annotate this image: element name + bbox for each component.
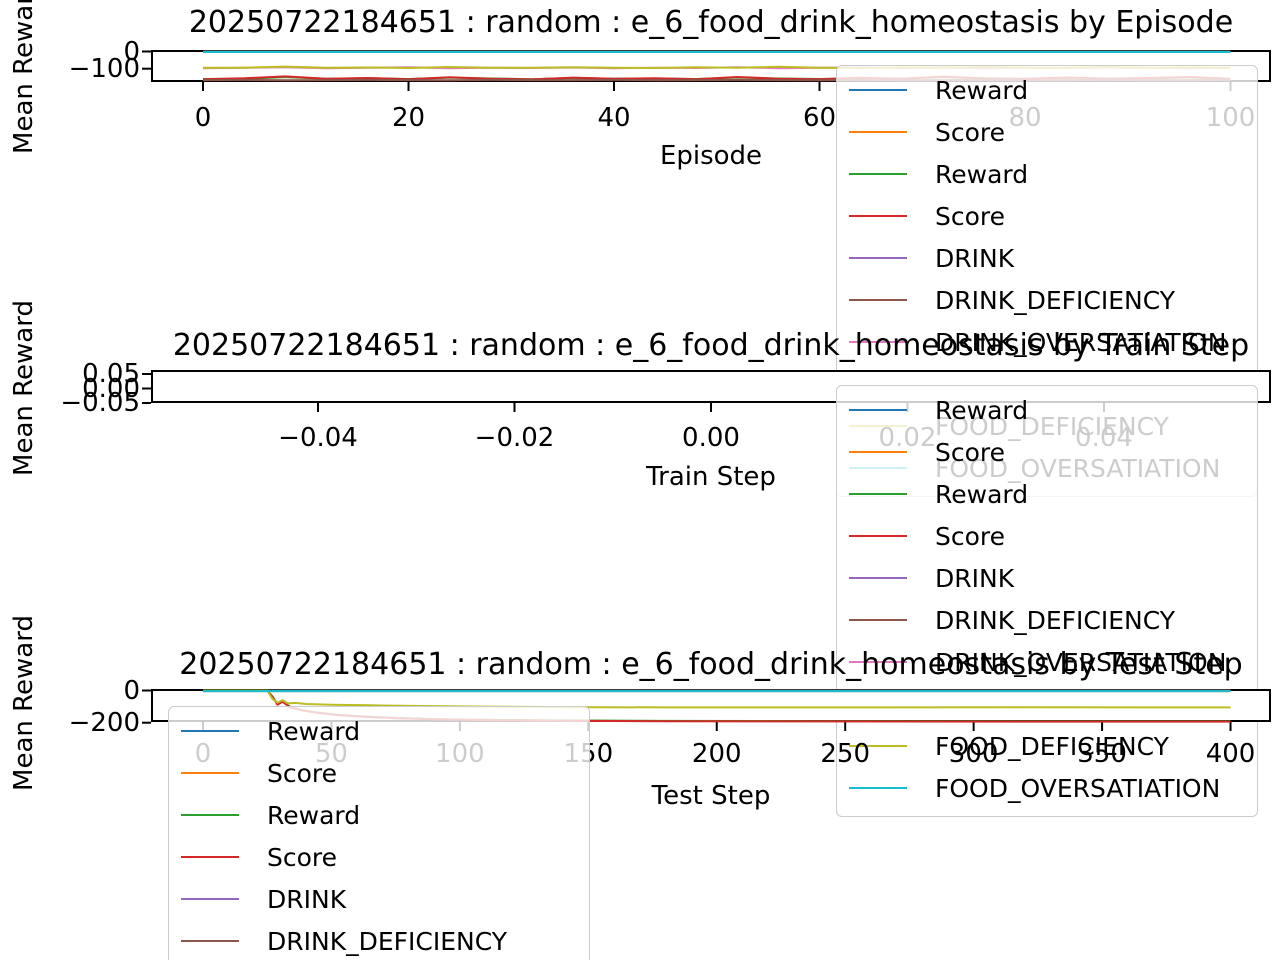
legend-train-step: Reward Score Reward Score DRINK DRINK_DEFICIE… xyxy=(836,385,1258,817)
legend-row-drink-deficiency: DRINK_DEFICIENCY xyxy=(837,599,1257,641)
legend-label: Score xyxy=(267,758,338,788)
x-tick-label: 20 xyxy=(391,103,426,133)
legend-label: DRINK_OVERSATIATION xyxy=(935,647,1227,677)
legend-row-drink-oversatiation: DRINK_OVERSATIATION xyxy=(837,641,1257,683)
legend-line-sample xyxy=(849,89,907,91)
legend-label: DRINK_OVERSATIATION xyxy=(935,327,1227,357)
legend-row-score: Score xyxy=(837,515,1257,557)
legend-line-sample xyxy=(849,257,907,259)
legend-label: Reward xyxy=(935,395,1029,425)
legend-line-sample xyxy=(849,451,907,453)
legend-line-sample xyxy=(849,409,907,411)
legend-row-score: Score xyxy=(837,431,1257,473)
legend-label: Reward xyxy=(267,800,361,830)
legend-row-reward: Reward xyxy=(169,710,589,752)
legend-label: Score xyxy=(935,437,1006,467)
legend-line-sample xyxy=(849,173,907,175)
x-tick-label: 0 xyxy=(194,103,212,133)
legend-label: Reward xyxy=(267,716,361,746)
legend-line-sample xyxy=(849,215,907,217)
y-tick-label: −100 xyxy=(68,53,140,84)
legend-line-sample xyxy=(849,493,907,495)
legend-row-drink-deficiency: DRINK_DEFICIENCY xyxy=(837,279,1257,321)
y-tick-label: 0 xyxy=(123,675,140,706)
legend-label: DRINK_DEFICIENCY xyxy=(935,605,1176,635)
legend-line-sample xyxy=(849,577,907,579)
x-tick-label: −0.04 xyxy=(278,423,358,453)
legend-row-reward: Reward xyxy=(837,69,1257,111)
legend-row-score: Score xyxy=(837,111,1257,153)
legend-test-step: Reward Score Reward Score DRINK DRINK_DEFICIE… xyxy=(168,706,590,960)
legend-row-food-deficiency: FOOD_DEFICIENCY xyxy=(837,725,1257,767)
legend-line-sample xyxy=(849,341,907,343)
legend-row-drink: DRINK xyxy=(837,557,1257,599)
legend-row-drink: DRINK xyxy=(169,878,589,920)
x-axis-label-test-step: Test Step xyxy=(651,781,771,811)
legend-label: FOOD xyxy=(935,689,1008,719)
y-tick-label: 0.00 xyxy=(82,373,140,404)
y-tick-label: 0 xyxy=(123,36,140,67)
legend-line-sample xyxy=(181,856,239,858)
y-axis-label-episode: Mean Reward xyxy=(9,0,39,154)
legend-label: Reward xyxy=(935,75,1029,105)
legend-label: Score xyxy=(267,842,338,872)
legend-label: Score xyxy=(935,201,1006,231)
legend-label: Reward xyxy=(935,159,1029,189)
y-tick-label: −0.05 xyxy=(60,388,140,418)
x-tick-label: 40 xyxy=(597,103,631,133)
plot-title-episode: 20250722184651 : random : e_6_food_drink… xyxy=(188,5,1234,40)
legend-row-drink-oversatiation: DRINK_OVERSATIATION xyxy=(837,321,1257,363)
legend-row-reward: Reward xyxy=(837,389,1257,431)
legend-label: FOOD_OVERSATIATION xyxy=(935,773,1221,803)
legend-line-sample xyxy=(181,814,239,816)
legend-line-sample xyxy=(849,745,907,747)
legend-row-score: Score xyxy=(169,836,589,878)
legend-label: DRINK_DEFICIENCY xyxy=(267,926,508,956)
legend-line-sample xyxy=(181,940,239,942)
legend-line-sample xyxy=(181,898,239,900)
legend-row-reward: Reward xyxy=(837,473,1257,515)
legend-row-food-oversatiation: FOOD_OVERSATIATION xyxy=(837,767,1257,809)
legend-row-food: FOOD xyxy=(837,683,1257,725)
legend-label: Score xyxy=(935,117,1006,147)
legend-label: FOOD_DEFICIENCY xyxy=(935,731,1169,761)
legend-row-reward: Reward xyxy=(837,153,1257,195)
legend-line-sample xyxy=(849,703,907,705)
x-axis-label-train-step: Train Step xyxy=(646,462,776,492)
legend-row-reward: Reward xyxy=(169,794,589,836)
legend-line-sample xyxy=(849,661,907,663)
legend-label: Reward xyxy=(935,479,1029,509)
x-tick-label: 60 xyxy=(802,103,837,133)
legend-line-sample xyxy=(181,772,239,774)
legend-line-sample xyxy=(181,730,239,732)
legend-label: DRINK xyxy=(935,563,1015,593)
legend-row-drink: DRINK xyxy=(837,237,1257,279)
legend-row-drink-deficiency: DRINK_DEFICIENCY xyxy=(169,920,589,960)
y-tick-label: 0.05 xyxy=(82,359,140,389)
legend-label: DRINK xyxy=(267,884,347,914)
legend-label: DRINK_DEFICIENCY xyxy=(935,285,1176,315)
x-tick-label: −0.02 xyxy=(474,423,555,453)
legend-label: Score xyxy=(935,521,1006,551)
x-axis-label-episode: Episode xyxy=(659,141,763,171)
legend-line-sample xyxy=(849,299,907,301)
x-tick-label: 200 xyxy=(691,739,742,769)
y-axis-label-train-step: Mean Reward xyxy=(9,300,39,476)
legend-line-sample xyxy=(849,619,907,621)
y-tick-label: −200 xyxy=(68,707,140,738)
legend-row-score: Score xyxy=(837,195,1257,237)
legend-line-sample xyxy=(849,535,907,537)
legend-line-sample xyxy=(849,787,907,789)
x-tick-label: 0.00 xyxy=(682,423,740,453)
legend-label: DRINK xyxy=(935,243,1015,273)
legend-line-sample xyxy=(849,131,907,133)
y-axis-label-test-step: Mean Reward xyxy=(9,615,39,791)
legend-row-score: Score xyxy=(169,752,589,794)
